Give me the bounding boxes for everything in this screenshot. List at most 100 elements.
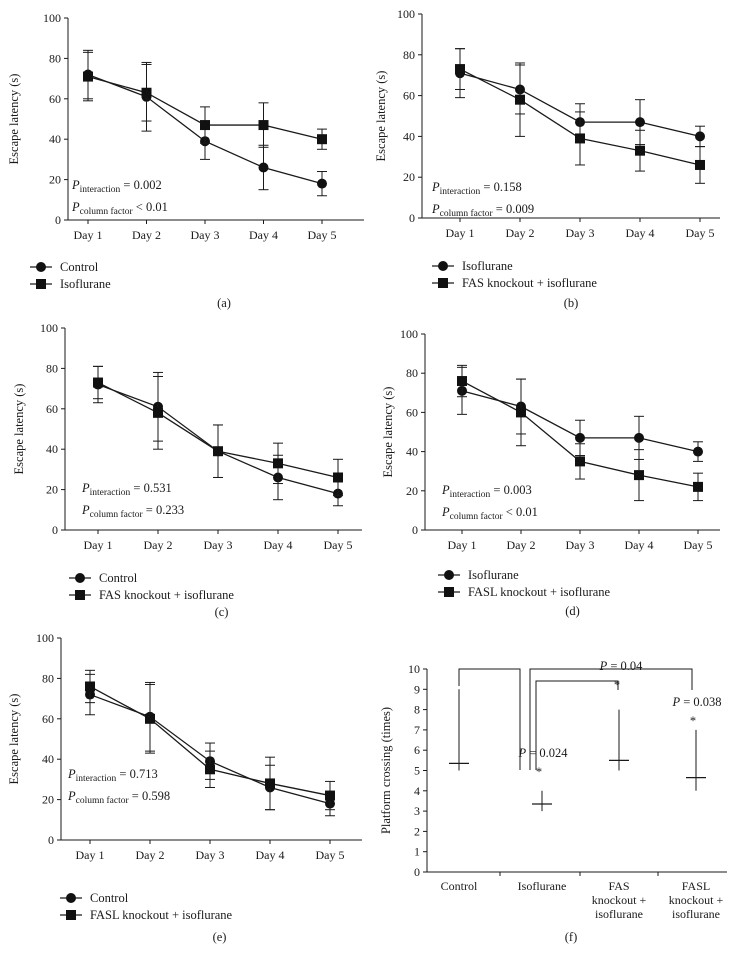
legend-marker-circle (75, 573, 85, 583)
x-tick-label: Day 2 (506, 226, 535, 240)
data-point-square (141, 87, 152, 98)
series-square (93, 365, 343, 497)
y-tick-label: 100 (397, 7, 415, 21)
y-tick-label: 7 (414, 723, 420, 737)
p-value: = 0.233 (143, 503, 184, 517)
y-tick-label: 3 (414, 804, 420, 818)
y-tick-label: 40 (406, 445, 418, 459)
legend-entry: FASL knockout + isoflurane (60, 908, 233, 922)
x-tick-label: Day 5 (308, 228, 337, 242)
y-tick-label: 0 (52, 523, 58, 537)
p-value: = 0.024 (526, 746, 568, 760)
scatter-panel-f: 0 1 2 3 4 5 6 7 8 9 10 Platform crossing (times) Con… (379, 659, 727, 944)
p-symbol: P (441, 483, 450, 497)
y-tick-label: 10 (408, 662, 420, 676)
y-tick-label: 20 (46, 483, 58, 497)
x-tick-label: Day 4 (256, 848, 285, 862)
p-value: = 0.158 (480, 180, 521, 194)
p-interaction: Pinteraction = 0.158 (431, 180, 522, 197)
y-tick-label: 100 (36, 631, 54, 645)
legend-entry: FAS knockout + isoflurane (432, 276, 597, 290)
p-value: = 0.598 (129, 789, 170, 803)
data-point-square (515, 94, 525, 105)
x-tick-label: Day 5 (324, 538, 353, 552)
p-symbol: P (71, 178, 80, 192)
y-tick-label: 100 (40, 321, 58, 335)
p-column-factor: Pcolumn factor = 0.009 (431, 202, 534, 219)
data-point-square (258, 120, 269, 131)
p-subscript: interaction (450, 490, 491, 500)
data-point-square (693, 481, 703, 492)
p-symbol: P (441, 505, 450, 519)
y-tick-label: 8 (414, 703, 420, 717)
bracket-isoflurane-fasl (529, 668, 693, 770)
legend-label: FAS knockout + isoflurane (462, 276, 597, 290)
data-mark (686, 729, 706, 791)
legend-label: Isoflurane (468, 568, 519, 582)
y-tick-label: 100 (43, 11, 61, 25)
legend-marker-circle (438, 261, 448, 271)
legend-entry: Control (69, 571, 138, 585)
x-tick-label: Day 4 (249, 228, 278, 242)
p-symbol: P (517, 746, 526, 760)
data-point-square (325, 790, 335, 801)
data-point-square (205, 764, 215, 775)
y-tick-label: 60 (42, 712, 54, 726)
p-symbol: P (671, 695, 680, 709)
p-subscript: column factor (76, 795, 130, 806)
data-point-square (317, 134, 327, 145)
data-point-circle (695, 131, 705, 142)
p-value: = 0.003 (490, 483, 531, 497)
y-tick-label: 0 (55, 213, 61, 227)
bracket-control-isoflurane (458, 668, 521, 770)
p-symbol: P (599, 659, 608, 673)
y-tick-label: 100 (400, 327, 418, 341)
category-label: FAS (608, 879, 629, 893)
legend-marker-square (75, 590, 85, 600)
series-square (457, 364, 703, 502)
x-tick-label: Day 4 (625, 538, 654, 552)
y-tick-label: 5 (414, 764, 420, 778)
panel-label: (a) (217, 296, 231, 310)
x-tick-label: Day 1 (84, 538, 113, 552)
p-subscript: column factor (450, 511, 504, 522)
p-value: = 0.009 (493, 202, 534, 216)
data-point-square (333, 472, 343, 483)
y-axis-label: Escape latency (s) (7, 694, 21, 785)
y-axis-label: Escape latency (s) (374, 71, 388, 162)
y-tick-label: 0 (48, 833, 54, 847)
y-tick-label: 20 (403, 170, 415, 184)
x-tick-label: Day 3 (196, 848, 225, 862)
data-point-square (93, 377, 103, 388)
data-mark (532, 790, 552, 812)
significance-star: * (614, 678, 620, 692)
y-tick-label: 1 (414, 845, 420, 859)
p-column-factor: Pcolumn factor < 0.01 (71, 200, 168, 217)
p-value: = 0.038 (680, 695, 721, 709)
y-axis-label: Platform crossing (times) (379, 707, 393, 834)
p-subscript: interaction (90, 488, 131, 498)
legend-label: Control (60, 260, 99, 274)
data-point-square (455, 64, 465, 75)
data-point-square (575, 456, 585, 467)
y-tick-label: 2 (414, 824, 420, 838)
p-symbol: P (71, 200, 80, 214)
p-subscript: interaction (440, 187, 481, 197)
p-column-factor: Pcolumn factor < 0.01 (441, 505, 538, 522)
legend-entry: Isoflurane (438, 568, 519, 582)
p-symbol: P (81, 481, 90, 495)
y-tick-label: 40 (46, 442, 58, 456)
legend-label: Control (90, 891, 129, 905)
p-subscript: column factor (440, 208, 494, 219)
legend-entry: FAS knockout + isoflurane (69, 588, 234, 602)
category-label: isoflurane (672, 907, 720, 921)
panel-label: (c) (215, 605, 229, 619)
y-tick-label: 40 (49, 132, 61, 146)
category-label: isoflurane (595, 907, 643, 921)
p-value: < 0.01 (133, 200, 168, 214)
y-axis-label: Escape latency (s) (12, 384, 26, 475)
p-subscript: column factor (90, 509, 144, 520)
y-tick-label: 20 (49, 173, 61, 187)
p-subscript: column factor (80, 206, 134, 217)
category-label: Isoflurane (518, 879, 567, 893)
